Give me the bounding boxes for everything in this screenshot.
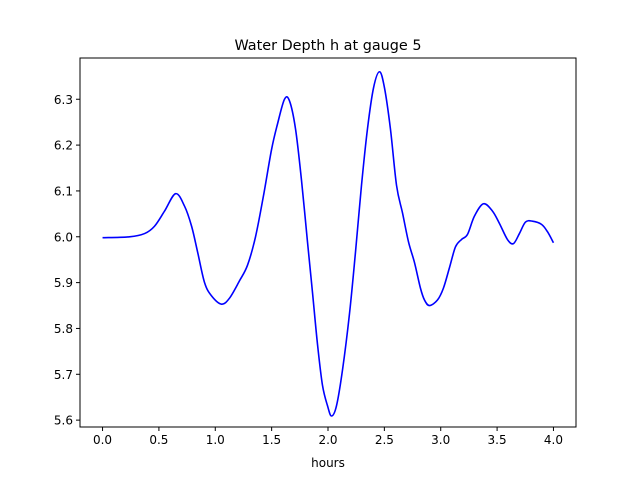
x-tick-label: 4.0 [544,433,563,447]
y-tick-label: 6.2 [54,139,73,153]
x-tick-label: 3.5 [488,433,507,447]
series-line-h [102,70,555,417]
axes-frame [79,57,577,428]
x-axis-label: hours [311,456,345,470]
x-tick-label: 0.0 [93,433,112,447]
y-tick-label: 6.1 [54,184,73,198]
chart-title: Water Depth h at gauge 5 [234,38,421,54]
x-tick-label: 0.5 [149,433,168,447]
y-axis: 5.6 5.7 5.8 5.9 6.0 6.1 6.2 6.3 [54,93,80,428]
x-axis: 0.0 0.5 1.0 1.5 2.0 2.5 3.0 3.5 4.0 [93,427,563,447]
y-tick-label: 5.9 [54,276,73,290]
plot-area [102,70,555,417]
y-tick-label: 5.6 [54,414,73,428]
y-tick-label: 5.8 [54,322,73,336]
y-tick-label: 6.0 [54,230,73,244]
y-tick-label: 6.3 [54,93,73,107]
x-tick-label: 2.0 [318,433,337,447]
x-tick-label: 2.5 [375,433,394,447]
x-tick-label: 1.5 [262,433,281,447]
x-tick-label: 1.0 [206,433,225,447]
y-tick-label: 5.7 [54,368,73,382]
x-tick-label: 3.0 [431,433,450,447]
